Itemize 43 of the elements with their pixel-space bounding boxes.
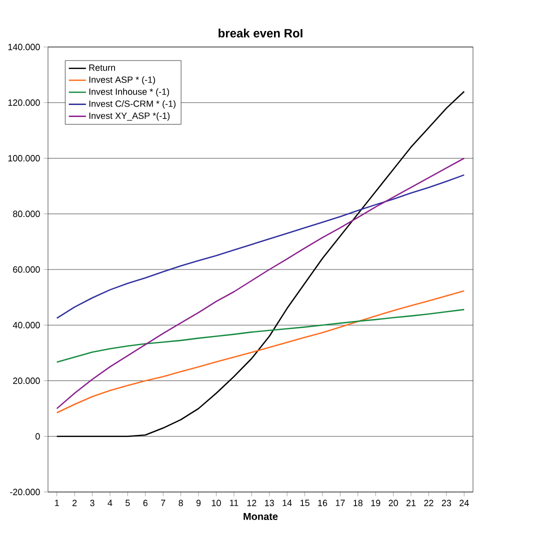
y-tick-label: 80.000 <box>13 210 40 218</box>
x-tick-label: 19 <box>371 500 380 506</box>
x-tick-label: 18 <box>354 500 363 506</box>
x-tick-label: 16 <box>318 500 328 506</box>
y-tick-label: 120.000 <box>8 99 40 106</box>
x-tick-label: 4 <box>108 500 112 506</box>
x-tick-label: 3 <box>90 500 94 506</box>
chart-title: break even RoI <box>218 28 302 38</box>
x-tick-label: 20 <box>388 500 398 506</box>
y-tick-label: 100.000 <box>8 155 40 162</box>
x-tick-label: 5 <box>126 500 130 506</box>
y-tick-label: 0 <box>36 433 40 440</box>
x-tick-label: 22 <box>424 500 434 506</box>
x-tick-label: 14 <box>282 500 292 506</box>
x-tick-label: 6 <box>143 500 148 506</box>
x-tick-label: 1 <box>55 500 59 506</box>
x-tick-label: 13 <box>265 500 274 506</box>
y-tick-label: -20.000 <box>10 488 40 496</box>
x-tick-label: 8 <box>178 500 183 506</box>
x-tick-label: 11 <box>230 500 238 506</box>
y-tick-label: 140.000 <box>8 44 40 50</box>
y-tick-label: 20.000 <box>13 378 40 384</box>
legend-label: Invest ASP * (-1) <box>89 76 156 85</box>
x-tick-label: 9 <box>196 500 201 506</box>
y-tick-label: 40.000 <box>12 322 40 328</box>
x-tick-label: 17 <box>336 500 345 506</box>
x-tick-label: 10 <box>212 500 221 506</box>
x-tick-label: 7 <box>161 500 166 506</box>
x-tick-label: 2 <box>72 500 77 506</box>
legend-label: Return <box>89 64 115 71</box>
x-axis-title: Monate <box>244 513 278 520</box>
line-series <box>56 308 465 363</box>
legend-label: Invest Inhouse * (-1) <box>89 88 170 97</box>
legend-label: Invest C/S-CRM * (-1) <box>89 100 176 109</box>
x-tick-label: 12 <box>247 500 256 506</box>
line-series <box>56 158 465 410</box>
legend-label: Invest XY_ASP *(-1) <box>89 112 170 121</box>
x-tick-label: 21 <box>406 500 416 506</box>
y-tick-label: 60.000 <box>13 266 40 273</box>
line-series <box>56 290 465 414</box>
x-tick-label: 24 <box>460 500 469 506</box>
x-tick-label: 23 <box>442 500 452 506</box>
x-tick-label: 15 <box>300 500 310 506</box>
